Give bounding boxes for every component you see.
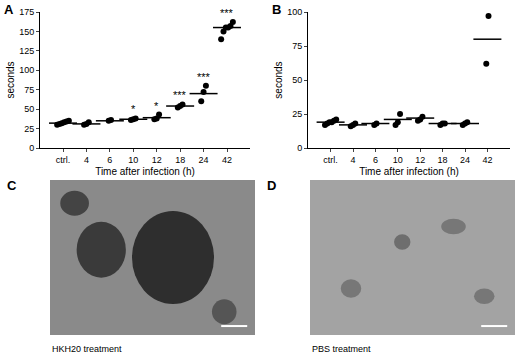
svg-text:*: * (131, 103, 136, 115)
svg-text:HKH20 treatment: HKH20 treatment (52, 344, 122, 354)
svg-text:100: 100 (19, 65, 34, 75)
svg-text:B: B (272, 2, 281, 17)
svg-text:6: 6 (373, 155, 378, 165)
svg-text:C: C (7, 178, 17, 193)
svg-text:***: *** (173, 89, 187, 101)
svg-text:Time after infection (h): Time after infection (h) (95, 166, 195, 177)
svg-text:24: 24 (199, 155, 209, 165)
svg-text:125: 125 (19, 46, 34, 56)
svg-text:D: D (267, 178, 276, 193)
svg-text:75: 75 (292, 41, 302, 51)
svg-text:PBS treatment: PBS treatment (312, 344, 371, 354)
svg-text:4: 4 (350, 155, 355, 165)
svg-text:150: 150 (19, 27, 34, 37)
svg-text:ctrl.: ctrl. (56, 155, 71, 165)
svg-text:***: *** (197, 71, 211, 83)
svg-text:*: * (154, 100, 159, 112)
svg-text:100: 100 (287, 7, 302, 17)
svg-text:75: 75 (24, 85, 34, 95)
svg-text:24: 24 (460, 155, 470, 165)
svg-text:0: 0 (297, 143, 302, 153)
svg-text:6: 6 (107, 155, 112, 165)
svg-text:12: 12 (415, 155, 425, 165)
svg-text:4: 4 (84, 155, 89, 165)
svg-text:Time after infection (h): Time after infection (h) (359, 166, 459, 177)
svg-text:175: 175 (19, 7, 34, 17)
svg-text:50: 50 (24, 104, 34, 114)
svg-text:25: 25 (292, 109, 302, 119)
svg-text:42: 42 (482, 155, 492, 165)
svg-text:10: 10 (128, 155, 138, 165)
svg-text:42: 42 (222, 155, 232, 165)
svg-text:50: 50 (292, 75, 302, 85)
svg-text:A: A (4, 2, 14, 17)
svg-text:seconds: seconds (273, 61, 284, 98)
svg-text:ctrl.: ctrl. (323, 155, 338, 165)
svg-text:0: 0 (29, 143, 34, 153)
svg-text:25: 25 (24, 124, 34, 134)
svg-text:***: *** (220, 7, 234, 19)
svg-text:seconds: seconds (5, 61, 16, 98)
svg-text:18: 18 (175, 155, 185, 165)
svg-text:10: 10 (393, 155, 403, 165)
svg-text:18: 18 (438, 155, 448, 165)
svg-text:12: 12 (152, 155, 162, 165)
